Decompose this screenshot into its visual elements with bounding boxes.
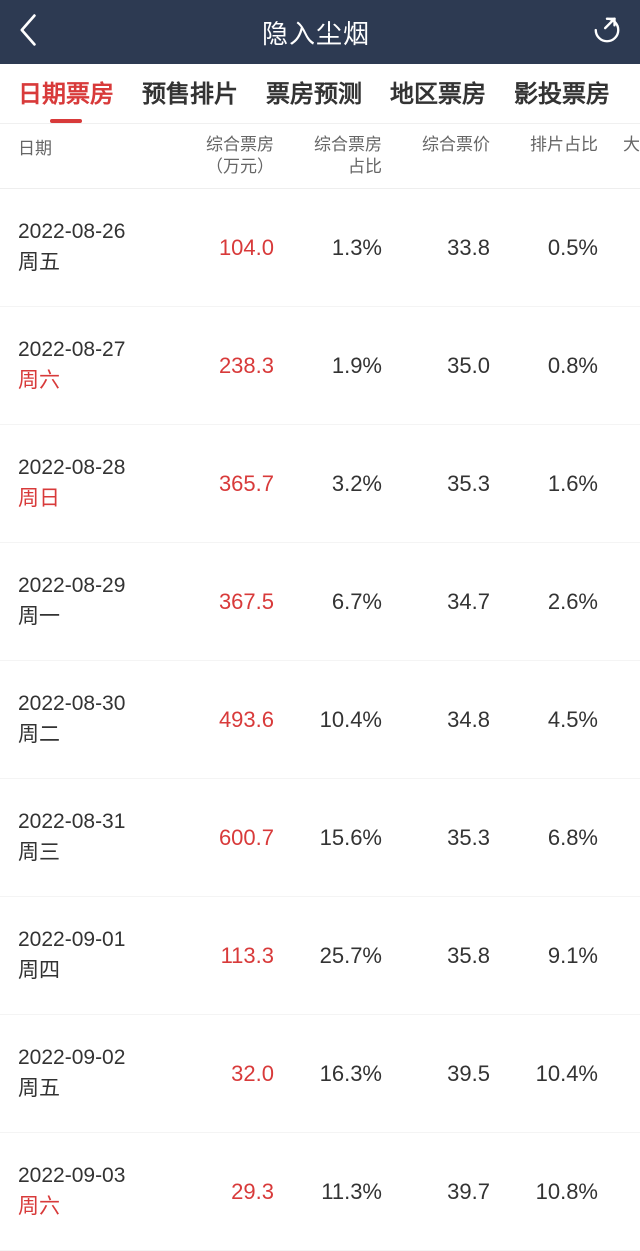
cell-price: 35.3 <box>394 471 502 497</box>
table-row[interactable]: 2022-08-27周六238.31.9%35.00.8% <box>0 307 640 425</box>
back-icon[interactable] <box>18 12 40 53</box>
cell-box: 238.3 <box>178 353 286 379</box>
col-header-boxpct: 综合票房 占比 <box>286 134 394 178</box>
weekday-value: 周六 <box>18 364 178 394</box>
cell-sched_pct: 4.5% <box>502 707 610 733</box>
cell-sched_pct: 6.8% <box>502 825 610 851</box>
cell-box_pct: 10.4% <box>286 707 394 733</box>
cell-price: 35.8 <box>394 943 502 969</box>
weekday-value: 周五 <box>18 1072 178 1102</box>
date-value: 2022-09-01 <box>18 928 178 952</box>
date-cell: 2022-08-30周二 <box>18 692 178 748</box>
date-cell: 2022-08-28周日 <box>18 456 178 512</box>
cell-box: 32.0 <box>178 1061 286 1087</box>
tab-cinema[interactable]: 影投票房 <box>514 74 610 113</box>
cell-box_pct: 16.3% <box>286 1061 394 1087</box>
cell-price: 35.0 <box>394 353 502 379</box>
table-row[interactable]: 2022-09-01周四113.325.7%35.89.1% <box>0 897 640 1015</box>
cell-sched_pct: 9.1% <box>502 943 610 969</box>
table-row[interactable]: 2022-08-26周五104.01.3%33.80.5% <box>0 189 640 307</box>
date-value: 2022-08-31 <box>18 810 178 834</box>
cell-box_pct: 6.7% <box>286 589 394 615</box>
date-cell: 2022-08-29周一 <box>18 574 178 630</box>
cell-sched_pct: 0.5% <box>502 235 610 261</box>
table-row[interactable]: 2022-08-30周二493.610.4%34.84.5% <box>0 661 640 779</box>
cell-box_pct: 11.3% <box>286 1179 394 1205</box>
cell-box: 104.0 <box>178 235 286 261</box>
cell-box: 367.5 <box>178 589 286 615</box>
weekday-value: 周二 <box>18 718 178 748</box>
cell-price: 33.8 <box>394 235 502 261</box>
share-icon[interactable] <box>592 15 622 50</box>
col-header-price: 综合票价 <box>394 134 502 178</box>
col-header-date: 日期 <box>18 134 178 178</box>
cell-box: 365.7 <box>178 471 286 497</box>
cell-box: 29.3 <box>178 1179 286 1205</box>
date-value: 2022-08-29 <box>18 574 178 598</box>
cell-box_pct: 1.9% <box>286 353 394 379</box>
date-value: 2022-08-26 <box>18 220 178 244</box>
date-cell: 2022-08-26周五 <box>18 220 178 276</box>
cell-sched_pct: 0.8% <box>502 353 610 379</box>
weekday-value: 周六 <box>18 1190 178 1220</box>
cell-box_pct: 3.2% <box>286 471 394 497</box>
tab-forecast[interactable]: 票房预测 <box>266 74 362 113</box>
weekday-value: 周五 <box>18 246 178 276</box>
table-header: 日期 综合票房 （万元） 综合票房 占比 综合票价 排片占比 大 <box>0 124 640 189</box>
date-value: 2022-09-03 <box>18 1164 178 1188</box>
table-row[interactable]: 2022-08-31周三600.715.6%35.36.8% <box>0 779 640 897</box>
weekday-value: 周一 <box>18 600 178 630</box>
cell-box: 493.6 <box>178 707 286 733</box>
table-row[interactable]: 2022-09-03周六29.311.3%39.710.8% <box>0 1133 640 1251</box>
cell-sched_pct: 10.8% <box>502 1179 610 1205</box>
date-value: 2022-09-02 <box>18 1046 178 1070</box>
date-value: 2022-08-27 <box>18 338 178 362</box>
date-value: 2022-08-28 <box>18 456 178 480</box>
col-header-more: 大 <box>610 134 640 178</box>
cell-price: 39.5 <box>394 1061 502 1087</box>
date-cell: 2022-09-02周五 <box>18 1046 178 1102</box>
cell-box_pct: 15.6% <box>286 825 394 851</box>
tab-presale[interactable]: 预售排片 <box>142 74 238 113</box>
cell-box_pct: 1.3% <box>286 235 394 261</box>
page-title: 隐入尘烟 <box>262 14 370 51</box>
date-value: 2022-08-30 <box>18 692 178 716</box>
weekday-value: 周三 <box>18 836 178 866</box>
cell-price: 35.3 <box>394 825 502 851</box>
cell-sched_pct: 1.6% <box>502 471 610 497</box>
weekday-value: 周四 <box>18 954 178 984</box>
tab-bar: 日期票房 预售排片 票房预测 地区票房 影投票房 <box>0 64 640 124</box>
cell-box: 113.3 <box>178 943 286 969</box>
tab-region[interactable]: 地区票房 <box>390 74 486 113</box>
weekday-value: 周日 <box>18 482 178 512</box>
cell-price: 34.8 <box>394 707 502 733</box>
cell-box: 600.7 <box>178 825 286 851</box>
date-cell: 2022-09-03周六 <box>18 1164 178 1220</box>
cell-box_pct: 25.7% <box>286 943 394 969</box>
date-cell: 2022-09-01周四 <box>18 928 178 984</box>
date-cell: 2022-08-27周六 <box>18 338 178 394</box>
cell-price: 39.7 <box>394 1179 502 1205</box>
table-body: 2022-08-26周五104.01.3%33.80.5%2022-08-27周… <box>0 189 640 1251</box>
cell-sched_pct: 10.4% <box>502 1061 610 1087</box>
col-header-sched: 排片占比 <box>502 134 610 178</box>
cell-sched_pct: 2.6% <box>502 589 610 615</box>
col-header-box: 综合票房 （万元） <box>178 134 286 178</box>
table-row[interactable]: 2022-09-02周五32.016.3%39.510.4% <box>0 1015 640 1133</box>
date-cell: 2022-08-31周三 <box>18 810 178 866</box>
table-row[interactable]: 2022-08-28周日365.73.2%35.31.6% <box>0 425 640 543</box>
table-row[interactable]: 2022-08-29周一367.56.7%34.72.6% <box>0 543 640 661</box>
tab-date-box[interactable]: 日期票房 <box>18 74 114 113</box>
cell-price: 34.7 <box>394 589 502 615</box>
app-header: 隐入尘烟 <box>0 0 640 64</box>
